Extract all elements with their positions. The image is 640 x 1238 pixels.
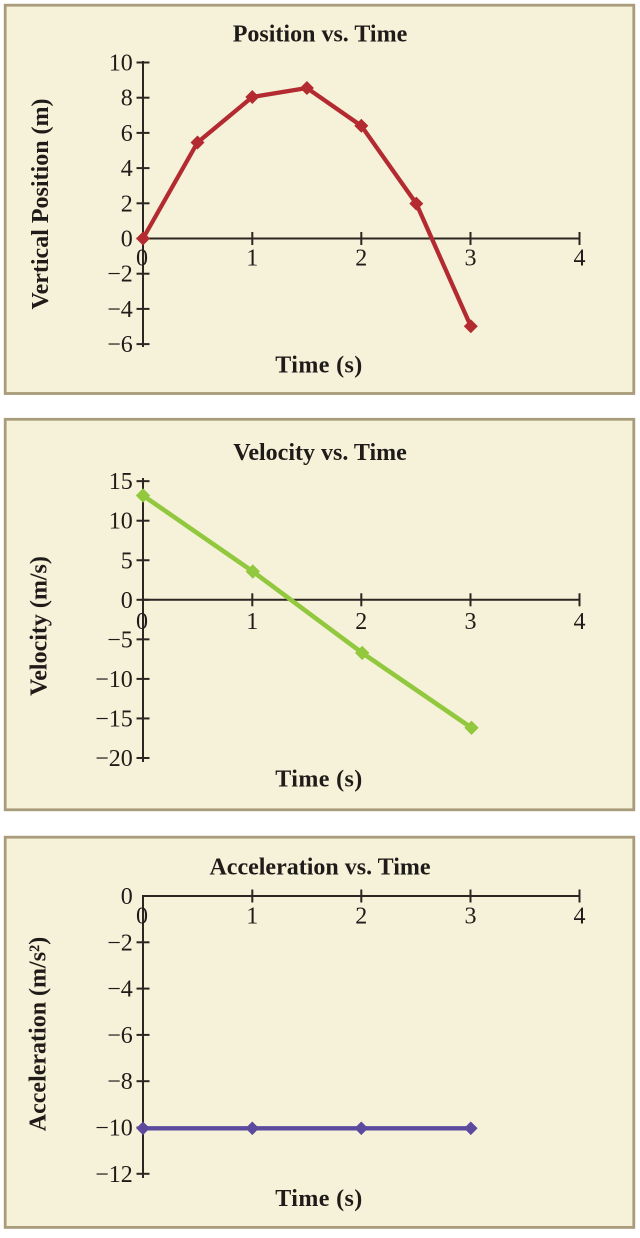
svg-text:Acceleration (m/s²): Acceleration (m/s²) <box>26 937 52 1131</box>
svg-text:−6: −6 <box>107 1023 133 1049</box>
svg-text:2: 2 <box>355 904 367 930</box>
svg-text:−5: −5 <box>107 627 133 653</box>
svg-text:Position vs. Time: Position vs. Time <box>233 22 408 48</box>
svg-text:6: 6 <box>121 121 133 147</box>
svg-text:8: 8 <box>121 86 133 112</box>
svg-text:4: 4 <box>574 609 586 635</box>
svg-text:2: 2 <box>121 191 133 217</box>
svg-text:Time (s): Time (s) <box>275 767 362 793</box>
svg-text:2: 2 <box>355 609 367 635</box>
svg-text:5: 5 <box>121 548 133 574</box>
svg-text:0: 0 <box>121 588 133 614</box>
svg-text:4: 4 <box>574 904 586 930</box>
svg-text:−4: −4 <box>107 297 133 323</box>
svg-text:−20: −20 <box>95 746 133 772</box>
svg-text:−10: −10 <box>95 667 133 693</box>
svg-text:3: 3 <box>465 904 477 930</box>
svg-text:3: 3 <box>465 246 477 272</box>
svg-text:Time (s): Time (s) <box>275 1186 362 1212</box>
svg-text:0: 0 <box>136 246 148 272</box>
svg-text:0: 0 <box>121 227 133 253</box>
svg-text:2: 2 <box>355 246 367 272</box>
svg-text:−12: −12 <box>95 1162 133 1188</box>
svg-text:1: 1 <box>246 609 258 635</box>
svg-text:1: 1 <box>246 246 258 272</box>
svg-text:4: 4 <box>574 246 586 272</box>
svg-text:0: 0 <box>121 884 133 910</box>
svg-text:Vertical Position (m): Vertical Position (m) <box>28 98 54 309</box>
svg-text:−2: −2 <box>107 930 133 956</box>
svg-text:0: 0 <box>136 609 148 635</box>
svg-text:Velocity vs. Time: Velocity vs. Time <box>233 440 407 466</box>
svg-text:−4: −4 <box>107 977 133 1003</box>
svg-text:−15: −15 <box>95 706 133 732</box>
svg-text:Acceleration vs. Time: Acceleration vs. Time <box>209 855 430 881</box>
svg-text:1: 1 <box>246 904 258 930</box>
svg-text:Velocity (m/s): Velocity (m/s) <box>27 556 53 696</box>
svg-text:−8: −8 <box>107 1069 133 1095</box>
svg-text:10: 10 <box>109 509 133 535</box>
svg-text:Time (s): Time (s) <box>275 353 362 379</box>
svg-text:−10: −10 <box>95 1116 133 1142</box>
svg-text:4: 4 <box>121 156 133 182</box>
svg-text:15: 15 <box>109 469 133 495</box>
svg-text:0: 0 <box>136 904 148 930</box>
svg-text:−6: −6 <box>107 332 133 358</box>
svg-text:10: 10 <box>109 51 133 77</box>
svg-text:3: 3 <box>465 609 477 635</box>
svg-text:−2: −2 <box>107 262 133 288</box>
